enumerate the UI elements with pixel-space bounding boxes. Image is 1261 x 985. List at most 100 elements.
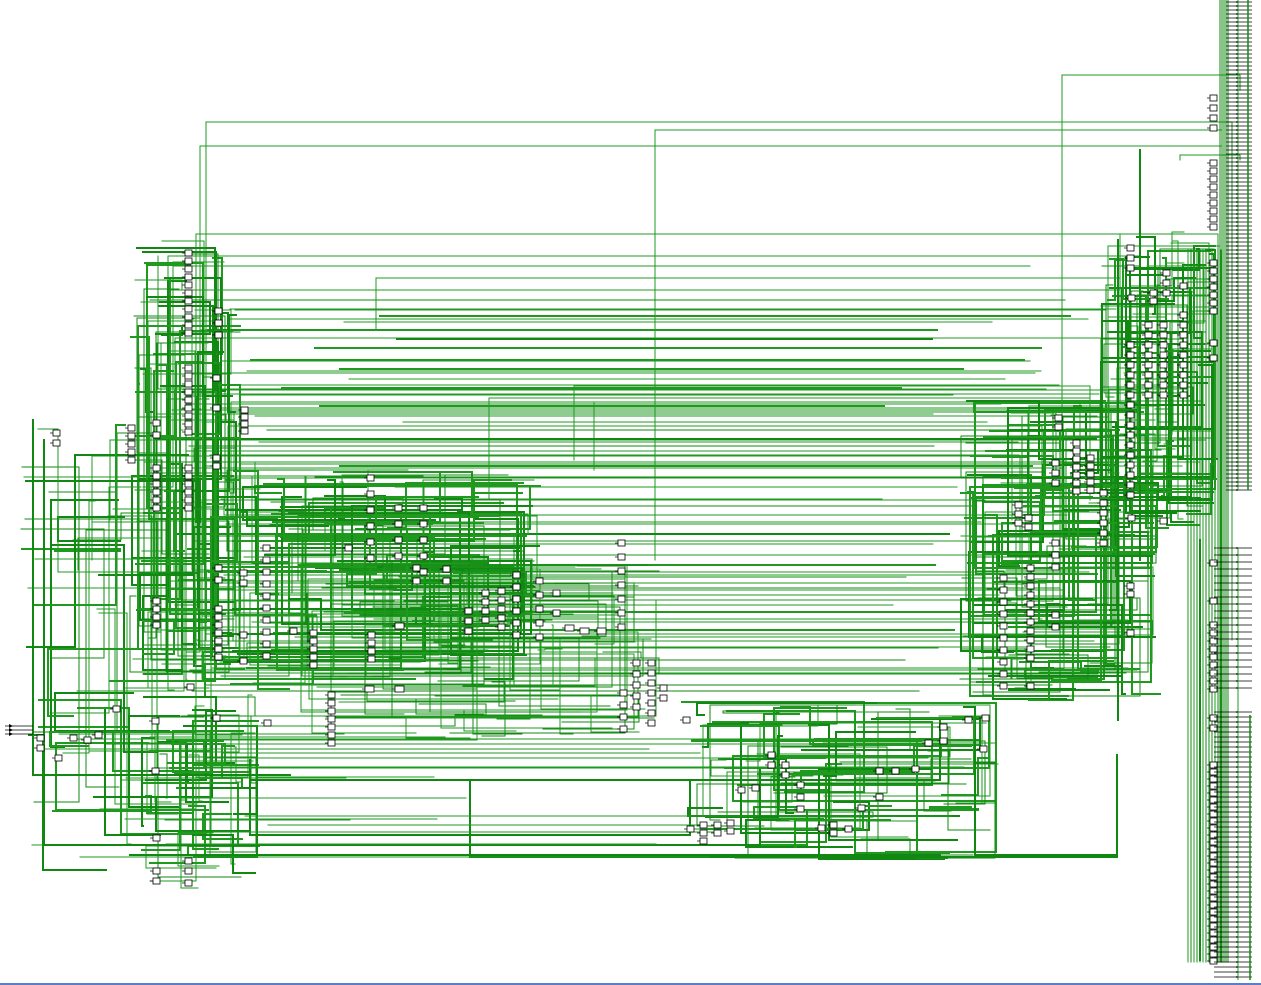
logic-cell xyxy=(1179,351,1188,359)
logic-cell xyxy=(1126,254,1135,262)
output-port-dot xyxy=(1236,791,1238,793)
logic-cell xyxy=(419,520,428,528)
net-wire xyxy=(161,437,241,481)
net-wire xyxy=(1136,236,1156,315)
logic-cell xyxy=(1024,514,1033,522)
output-port-dot xyxy=(1236,554,1238,556)
logic-cell xyxy=(1209,223,1218,231)
logic-cell xyxy=(394,536,403,544)
output-port-dot xyxy=(1236,477,1238,479)
logic-cell xyxy=(412,564,421,572)
output-port-dot xyxy=(1236,341,1238,343)
output-port-dot xyxy=(1236,659,1238,661)
output-port-dot xyxy=(1236,353,1238,355)
net-wire xyxy=(191,318,210,571)
net-wire xyxy=(773,746,888,794)
logic-cell xyxy=(1126,341,1135,349)
logic-cell xyxy=(184,867,193,875)
net-wire xyxy=(760,763,842,843)
logic-cell xyxy=(617,609,626,617)
logic-cell xyxy=(212,714,221,722)
net-wire xyxy=(227,425,1043,501)
logic-cell xyxy=(127,432,136,440)
logic-cell xyxy=(262,580,271,588)
logic-cell xyxy=(1126,441,1135,449)
logic-cell xyxy=(1026,645,1035,653)
logic-cell xyxy=(999,670,1008,678)
output-port-dot xyxy=(1236,69,1238,71)
input-ports xyxy=(5,724,33,736)
net-wire xyxy=(275,535,527,654)
logic-cell xyxy=(1126,411,1135,419)
logic-cell xyxy=(999,646,1008,654)
logic-cell xyxy=(979,745,988,753)
logic-cell xyxy=(152,504,161,512)
logic-cell xyxy=(497,605,506,613)
logic-cell xyxy=(327,699,336,707)
output-port-dot xyxy=(1236,589,1238,591)
output-port-dot xyxy=(1236,716,1238,718)
logic-cell xyxy=(184,257,193,265)
output-port-dot xyxy=(1236,105,1238,107)
output-port-dot xyxy=(1236,751,1238,753)
net-wire xyxy=(394,603,607,637)
logic-cell xyxy=(152,613,161,621)
net-wire xyxy=(559,637,601,735)
net-wire xyxy=(133,315,226,508)
logic-cell xyxy=(1126,351,1135,359)
logic-cell xyxy=(151,717,160,725)
output-port-dot xyxy=(1236,265,1238,267)
logic-cell xyxy=(1179,381,1188,389)
output-port-dot xyxy=(1236,9,1238,11)
logic-cell xyxy=(152,621,161,629)
net-wire xyxy=(161,350,196,665)
logic-cell xyxy=(481,616,490,624)
net-wire xyxy=(233,746,243,783)
logic-cell xyxy=(394,520,403,528)
logic-cell xyxy=(327,739,336,747)
logic-cell xyxy=(1209,267,1218,275)
output-port-dot xyxy=(1236,441,1238,443)
logic-cell xyxy=(1026,573,1035,581)
logic-cell xyxy=(1126,590,1135,598)
net-wire xyxy=(142,620,175,655)
output-port-dot xyxy=(1236,547,1238,549)
net-wire xyxy=(142,398,187,675)
logic-cell xyxy=(1072,487,1081,495)
logic-cell xyxy=(1209,94,1218,102)
logic-cell xyxy=(1209,887,1218,895)
logic-cell xyxy=(512,619,521,627)
logic-cell xyxy=(535,633,544,641)
output-port-dot xyxy=(1236,161,1238,163)
output-port-dot xyxy=(1236,449,1238,451)
net-wire xyxy=(1030,531,1149,569)
net-wire xyxy=(142,595,183,671)
net-wire xyxy=(194,705,243,736)
logic-cell xyxy=(366,506,375,514)
logic-cell xyxy=(152,597,161,605)
logic-cell xyxy=(54,754,63,762)
output-port-dot xyxy=(1236,225,1238,227)
logic-cell xyxy=(344,544,353,552)
net-wire xyxy=(1024,545,1087,580)
net-wire xyxy=(974,604,1123,677)
output-port-dot xyxy=(1236,205,1238,207)
logic-cell xyxy=(699,829,708,837)
logic-cell xyxy=(647,719,656,727)
output-port-dot xyxy=(1236,313,1238,315)
logic-cell xyxy=(1086,462,1095,470)
output-port-dot xyxy=(1236,582,1238,584)
logic-cell xyxy=(1144,341,1153,349)
logic-cell xyxy=(262,556,271,564)
output-port-dot xyxy=(1236,217,1238,219)
logic-cell xyxy=(364,685,375,693)
logic-cell xyxy=(152,472,161,480)
logic-cell xyxy=(999,682,1008,690)
output-port-dot xyxy=(1236,329,1238,331)
logic-cell xyxy=(184,289,193,297)
logic-cell xyxy=(127,448,136,456)
output-port-dot xyxy=(1236,109,1238,111)
net-wire xyxy=(1005,569,1076,572)
logic-cell xyxy=(1179,331,1188,339)
